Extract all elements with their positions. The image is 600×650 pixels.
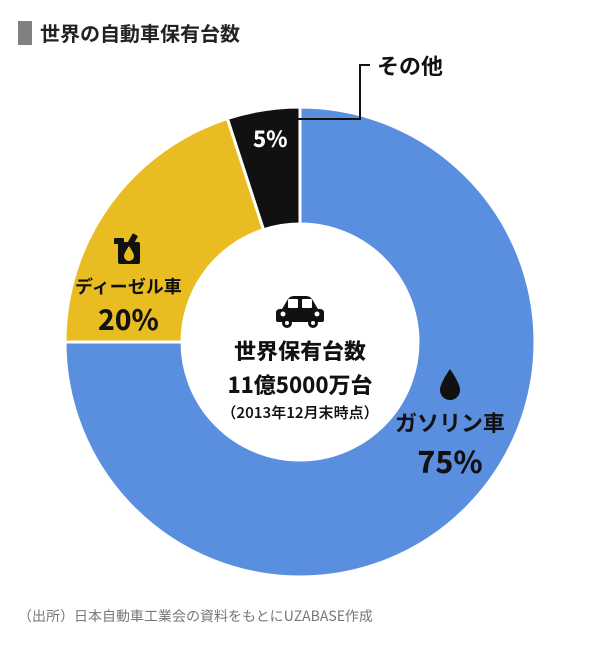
slice-pct-diesel: 20%: [75, 299, 182, 339]
slice-label-diesel: ディーゼル車20%: [75, 232, 182, 339]
car-icon: [190, 295, 410, 334]
drop-icon: [436, 367, 464, 401]
center-value: 11億5000万台: [190, 368, 410, 400]
donut-chart: 世界保有台数 11億5000万台 （2013年12月末時点） ガソリン車75% デ…: [0, 47, 600, 587]
slice-name-diesel: ディーゼル車: [75, 273, 182, 299]
slice-label-gasoline: ガソリン車75%: [395, 367, 505, 482]
donut-center: 世界保有台数 11億5000万台 （2013年12月末時点）: [190, 295, 410, 423]
chart-source: （出所）日本自動車工業会の資料をもとにUZABASE作成: [18, 606, 373, 626]
fuelcan-icon: [110, 232, 146, 268]
slice-label-other: 5%: [253, 122, 288, 154]
slice-pct-other: 5%: [253, 122, 288, 154]
center-title: 世界保有台数: [190, 334, 410, 366]
chart-title-row: 世界の自動車保有台数: [0, 0, 600, 47]
chart-title: 世界の自動車保有台数: [40, 18, 240, 47]
slice-name-gasoline: ガソリン車: [395, 406, 505, 438]
title-accent-bar: [18, 21, 32, 45]
center-note: （2013年12月末時点）: [190, 402, 410, 423]
slice-pct-gasoline: 75%: [395, 438, 505, 482]
slice-external-label-other: その他: [377, 49, 443, 81]
